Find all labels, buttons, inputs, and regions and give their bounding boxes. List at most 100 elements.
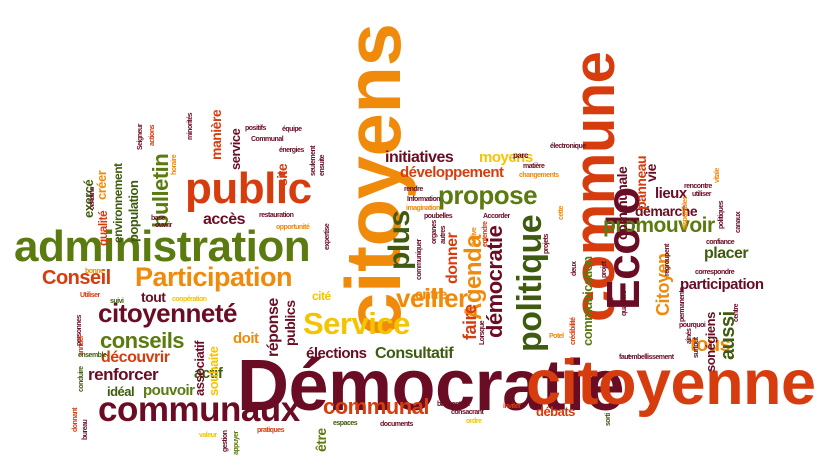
word-fragment: restauration (259, 212, 294, 219)
word-fragment: sorti (605, 413, 612, 426)
word-fragment: gestion (222, 430, 229, 452)
word-sonegiens: sonégiens (703, 312, 718, 372)
word-fragment: permanente (679, 287, 686, 322)
word-fragment: pratiques (257, 427, 285, 434)
word-politique: politique (511, 214, 549, 352)
word-conseils: conseils (100, 328, 185, 353)
word-consultatif: Consultatif (375, 345, 454, 362)
word-fragment: suivi (110, 298, 124, 305)
word-initiatives: initiatives (385, 149, 454, 166)
word-democratie: Démocratie (237, 346, 625, 426)
word-fragment: documents (380, 421, 413, 428)
word-fragment: Communal (251, 136, 284, 143)
word-population: population (126, 180, 141, 242)
word-fragment: ensemble (78, 352, 107, 359)
word-fragment: Seigneur (137, 124, 144, 150)
word-pouvoir: pouvoir (143, 382, 195, 399)
word-fragment: positifs (245, 125, 266, 132)
word-public: public (185, 164, 312, 213)
word-fragment: ouvrir (155, 222, 172, 229)
word-site: site (274, 163, 290, 186)
word-communal: communal (323, 394, 430, 419)
word-elections: élections (306, 345, 367, 362)
word-fragment: confiance (706, 239, 735, 246)
word-communaux: communaux (98, 390, 300, 429)
word-vie: vie (643, 164, 659, 182)
word-lieux: lieux (655, 185, 687, 202)
word-fragment: quartiers (621, 290, 628, 316)
word-environnement: environnement (111, 163, 125, 243)
word-fragment: électronique (550, 143, 586, 150)
word-fragment: Potel (549, 333, 564, 340)
word-ideal: idéal (107, 384, 135, 399)
word-qualite: qualité (96, 210, 110, 246)
word-fragment: appuyer (233, 431, 240, 455)
word-fragment: centre (733, 303, 740, 322)
word-conseil: Conseil (42, 267, 111, 289)
word-fragment: conduire (78, 366, 85, 392)
word-fragment: ensuite (319, 154, 326, 176)
word-service: Service (303, 306, 410, 341)
word-fragment: projet (601, 261, 608, 278)
word-fragment: horaire (171, 154, 178, 175)
word-service2: service (228, 128, 243, 170)
word-demarche: démarche (635, 203, 698, 219)
word-maniere: manière (208, 109, 224, 160)
word-fragment: minorités (187, 112, 194, 140)
word-donner: donner (444, 232, 461, 284)
word-etre: être (313, 428, 329, 452)
word-administration: administration (14, 222, 311, 271)
word-renforcer: renforcer (88, 365, 159, 384)
word-fragment: deux (571, 261, 578, 276)
word-actif: actif (194, 365, 223, 382)
word-fragment: équipe (282, 126, 302, 133)
word-participation: Participation (135, 262, 293, 292)
word-fragment: politiques (718, 200, 725, 229)
word-entre: entre (415, 286, 447, 302)
word-souhaite: souhaite (206, 346, 221, 396)
word-fragment: consacrant (451, 409, 484, 416)
word-acces: accès (203, 211, 246, 228)
word-tout: tout (141, 289, 166, 305)
word-fragment: surtout (693, 337, 700, 358)
word-fragment: Utiliser (80, 292, 100, 299)
word-fragment: seulement (310, 145, 317, 176)
word-fragment: autres (440, 225, 447, 244)
word-fragment: espaces (333, 420, 358, 427)
word-fragment: utiliser (692, 191, 711, 198)
word-fragment: Lorsque (479, 320, 486, 345)
word-associatif: associatif (192, 341, 207, 396)
word-participation2: participation (680, 276, 764, 293)
word-creer: créer (94, 170, 109, 200)
word-fragment: canaux (735, 211, 742, 233)
word-communication: communication (580, 256, 595, 346)
word-fragment: crédibilité (570, 317, 577, 345)
word-fragment: organes (431, 220, 438, 244)
word-fragment: rencontre (684, 183, 712, 190)
word-fragment: actions (149, 124, 156, 146)
word-veiller: veiller (396, 283, 468, 313)
word-fragment: ordre (466, 418, 482, 425)
word-publics: publics (282, 300, 298, 346)
word-fragment: énergies (279, 147, 304, 154)
word-fragment: opportunité (276, 224, 310, 231)
word-placer: placer (704, 245, 749, 262)
word-fragment: parc (513, 151, 528, 160)
word-fragment: inviter (503, 403, 521, 410)
word-fragment: poubelles (424, 213, 453, 220)
word-fragment: entendre (482, 221, 489, 247)
word-fragment: regroupent (664, 244, 671, 276)
word-fragment: vitale (714, 168, 721, 183)
word-fragment: bancontact (437, 401, 470, 408)
word-fragment: coopération (172, 296, 207, 303)
word-fragment: expertise (324, 223, 331, 250)
word-reponse: réponse (265, 298, 282, 357)
word-fragment: rendre (404, 186, 423, 193)
word-fragment: valeur (199, 432, 217, 439)
word-fragment: disponibles (682, 196, 689, 230)
word-fragment: changements (519, 172, 559, 179)
word-fragment: faut (619, 354, 630, 361)
word-fragment: Accorder (483, 213, 510, 220)
word-communale: communale (614, 166, 630, 240)
